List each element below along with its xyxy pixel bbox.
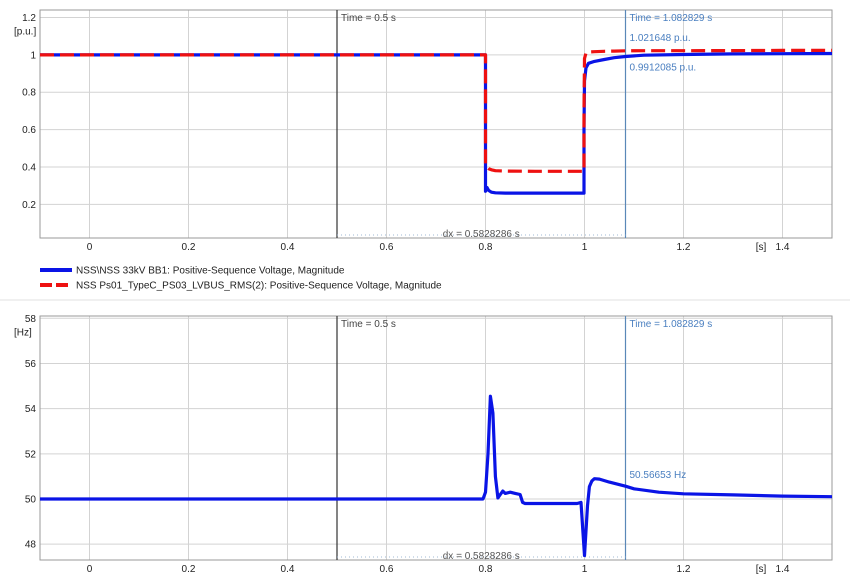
y-tick-label: 50 <box>25 495 37 506</box>
x-tick-label: 1.4 <box>776 242 790 253</box>
cursor-label: Time = 1.082829 s <box>630 13 713 24</box>
plot-frame <box>39 315 833 561</box>
series-line-1 <box>40 51 833 195</box>
x-axis-label: [s] <box>756 242 767 253</box>
y-axis-label: [Hz] <box>14 327 32 338</box>
x-tick-label: 0 <box>87 242 93 253</box>
y-tick-label: 0.2 <box>22 200 36 211</box>
x-tick-label: 1.2 <box>677 564 691 575</box>
x-tick-label: 0.8 <box>479 564 493 575</box>
legend-entry: NSS\NSS 33kV BB1: Positive-Sequence Volt… <box>76 266 345 277</box>
y-tick-label: 0.8 <box>22 88 36 99</box>
x-tick-label: 0.2 <box>182 564 196 575</box>
annotation-label: 1.021648 p.u. <box>629 33 690 44</box>
x-tick-label: 0.2 <box>182 242 196 253</box>
x-axis-label: [s] <box>756 564 767 575</box>
legend-entry: NSS Ps01_TypeC_PS03_LVBUS_RMS(2): Positi… <box>76 281 442 292</box>
cursor-label: Time = 0.5 s <box>341 319 396 330</box>
annotation-label: dx = 0.5828286 s <box>443 551 520 562</box>
y-tick-label: 58 <box>25 314 37 325</box>
x-tick-label: 1.2 <box>677 242 691 253</box>
y-tick-label: 1.2 <box>22 13 36 24</box>
cursor-label: Time = 0.5 s <box>341 13 396 24</box>
x-tick-label: 0.4 <box>281 242 295 253</box>
plot-panel-1 <box>39 9 833 239</box>
y-tick-label: 1 <box>30 50 36 61</box>
plot-frame <box>39 9 833 239</box>
x-tick-label: 0.6 <box>380 564 394 575</box>
annotation-label: 0.9912085 p.u. <box>629 62 696 73</box>
x-tick-label: 0.6 <box>380 242 394 253</box>
cursor-label: Time = 1.082829 s <box>630 319 713 330</box>
y-tick-label: 52 <box>25 449 37 460</box>
annotation-label: 50.56653 Hz <box>629 470 686 481</box>
y-tick-label: 48 <box>25 540 37 551</box>
x-tick-label: 1 <box>582 564 588 575</box>
x-tick-label: 0 <box>87 564 93 575</box>
series-line-1 <box>40 394 833 558</box>
y-tick-label: 56 <box>25 359 37 370</box>
x-tick-label: 1 <box>582 242 588 253</box>
y-tick-label: 54 <box>25 404 37 415</box>
series-line-2 <box>40 48 832 173</box>
x-tick-label: 1.4 <box>776 564 790 575</box>
annotation-label: dx = 0.5828286 s <box>443 229 520 240</box>
x-tick-label: 0.8 <box>479 242 493 253</box>
y-tick-label: 0.4 <box>22 162 36 173</box>
y-axis-label: [p.u.] <box>14 26 36 37</box>
x-tick-label: 0.4 <box>281 564 295 575</box>
y-tick-label: 0.6 <box>22 125 36 136</box>
plot-panel-2 <box>39 315 833 561</box>
